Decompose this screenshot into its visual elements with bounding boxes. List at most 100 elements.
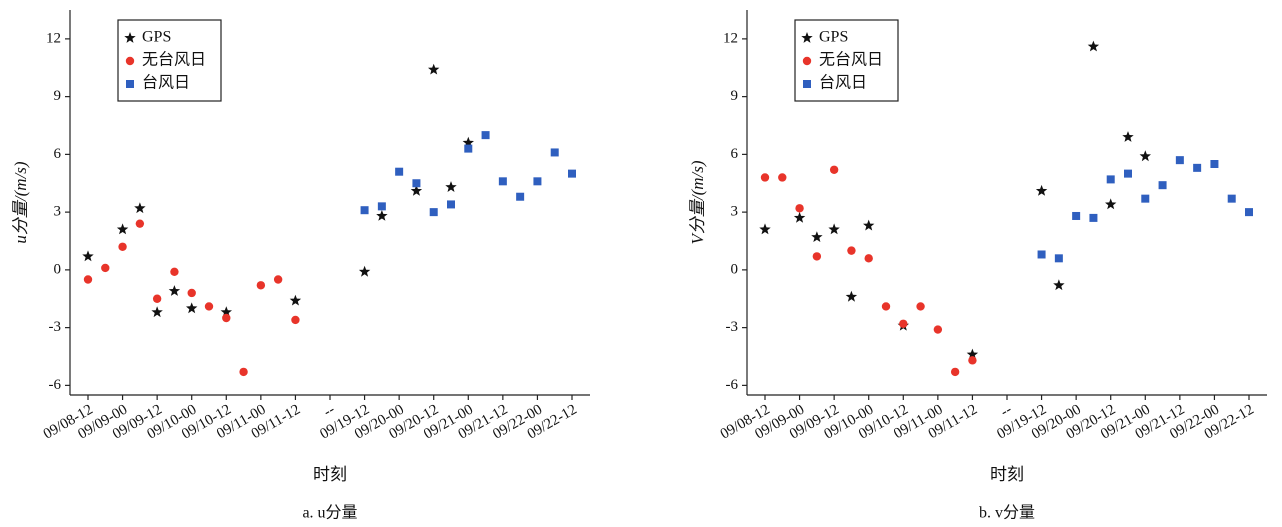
square-marker: [1141, 194, 1150, 203]
square-marker: [447, 200, 455, 209]
y-tick-label: 9: [731, 88, 739, 104]
star-marker: [186, 302, 198, 314]
square-marker: [568, 169, 576, 178]
circle-marker: [204, 302, 214, 311]
legend-label: GPS: [819, 29, 848, 46]
y-tick-label: 12: [46, 30, 61, 46]
circle-marker: [256, 281, 266, 290]
star-marker: [410, 184, 423, 196]
y-tick-label: 12: [723, 30, 738, 46]
y-tick-label: -3: [726, 319, 739, 335]
star-marker: [1053, 279, 1065, 291]
square-marker: [1210, 160, 1219, 168]
star-marker: [863, 219, 875, 231]
star-marker: [828, 223, 840, 235]
star-marker: [151, 306, 163, 318]
legend-label: 无台风日: [142, 51, 206, 69]
star-marker: [220, 306, 232, 318]
caption: b. v分量: [979, 504, 1035, 522]
circle-marker: [101, 263, 110, 273]
star-marker: [124, 32, 136, 43]
caption: a. u分量: [302, 504, 357, 522]
y-tick-label: -6: [726, 377, 739, 393]
y-tick-label: 3: [54, 204, 62, 220]
legend-box: [794, 19, 899, 102]
circle-marker: [83, 275, 93, 284]
star-marker: [376, 210, 388, 221]
square-marker: [412, 179, 421, 188]
star-marker: [168, 285, 181, 296]
square-marker: [803, 80, 811, 88]
square-marker: [1037, 250, 1046, 259]
star-marker: [428, 63, 440, 75]
star-marker: [1035, 184, 1048, 196]
square-marker: [377, 202, 386, 211]
y-axis-title: V分量/(m/s): [688, 160, 707, 244]
star-marker: [811, 231, 823, 242]
star-marker: [358, 265, 371, 277]
y-tick-label: 0: [731, 261, 739, 277]
circle-marker: [778, 173, 787, 182]
square-marker: [1227, 194, 1236, 203]
square-marker: [429, 208, 438, 217]
circle-marker: [125, 56, 135, 66]
square-marker: [1245, 208, 1253, 217]
square-marker: [516, 192, 525, 201]
circle-marker: [899, 319, 908, 328]
star-marker: [289, 294, 302, 306]
square-marker: [360, 206, 369, 215]
circle-marker: [950, 367, 960, 377]
x-axis-title: 时刻: [990, 465, 1024, 484]
circle-marker: [847, 246, 856, 255]
circle-marker: [812, 252, 822, 261]
circle-marker: [881, 302, 891, 311]
square-marker: [1193, 163, 1202, 172]
circle-marker: [795, 204, 804, 213]
circle-marker: [187, 288, 196, 298]
square-marker: [395, 167, 404, 176]
y-tick-label: 9: [54, 88, 62, 104]
circle-marker: [802, 56, 812, 66]
square-marker: [1158, 181, 1167, 190]
star-marker: [1139, 150, 1151, 162]
square-marker: [464, 144, 473, 153]
y-tick-label: 6: [54, 146, 62, 162]
y-tick-label: -3: [49, 319, 62, 335]
square-marker: [1106, 175, 1115, 184]
circle-marker: [273, 275, 283, 284]
circle-marker: [170, 267, 179, 276]
square-marker: [533, 177, 542, 186]
square-marker: [498, 177, 507, 186]
square-marker: [1054, 254, 1063, 263]
star-marker: [1105, 198, 1117, 210]
square-marker: [481, 131, 490, 140]
legend-label: 无台风日: [819, 51, 883, 69]
circle-marker: [760, 173, 770, 182]
star-marker: [134, 202, 146, 214]
y-tick-label: 0: [54, 261, 62, 277]
circle-marker: [291, 315, 300, 325]
circle-marker: [916, 302, 925, 311]
star-marker: [966, 348, 979, 360]
star-marker: [445, 181, 457, 192]
circle-marker: [864, 254, 873, 263]
legend-box: [117, 19, 222, 102]
y-tick-label: -6: [49, 377, 62, 393]
circle-marker: [933, 325, 943, 334]
star-marker: [116, 223, 129, 235]
star-marker: [1122, 131, 1134, 142]
star-marker: [759, 223, 771, 235]
star-marker: [801, 32, 813, 43]
circle-marker: [968, 356, 977, 365]
legend-label: 台风日: [142, 74, 190, 92]
circle-marker: [152, 294, 162, 303]
square-marker: [550, 148, 559, 157]
star-marker: [845, 290, 858, 302]
star-marker: [462, 136, 474, 148]
circle-marker: [222, 313, 231, 323]
square-marker: [1124, 169, 1132, 178]
circle-marker: [829, 165, 839, 174]
square-marker: [1175, 156, 1184, 165]
star-marker: [793, 211, 806, 223]
